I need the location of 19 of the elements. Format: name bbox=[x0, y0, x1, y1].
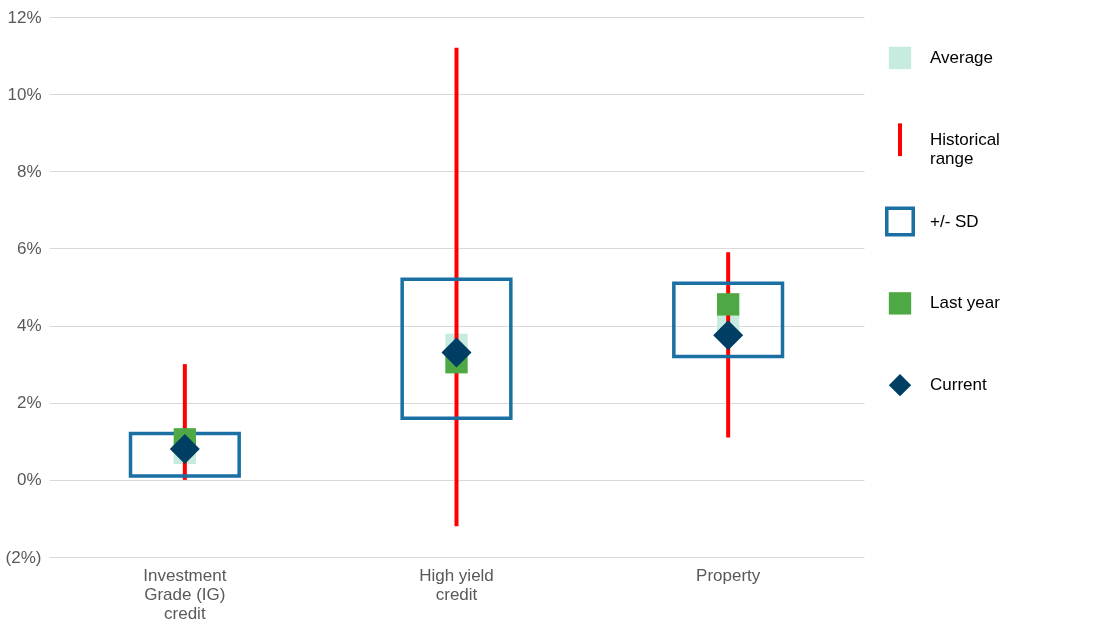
y-tick-label: (2%) bbox=[5, 547, 42, 567]
y-tick-label: 10% bbox=[7, 84, 42, 104]
y-tick-label: 2% bbox=[16, 393, 42, 413]
legend-label: Last year bbox=[930, 293, 1001, 313]
legend-label: Historical range bbox=[930, 129, 1000, 168]
bar bbox=[454, 47, 459, 527]
y-tick-label: 12% bbox=[7, 7, 42, 27]
legend-label: +/- SD bbox=[930, 211, 979, 231]
y-tick-label: 0% bbox=[16, 470, 42, 490]
y-tick-label: 6% bbox=[16, 238, 42, 258]
point bbox=[441, 337, 472, 368]
point bbox=[716, 293, 740, 316]
y-tick-label: 4% bbox=[16, 316, 42, 336]
x-tick-label: Investment Grade (IG) credit bbox=[143, 565, 227, 623]
y-tick-label: 8% bbox=[16, 161, 42, 181]
x-tick-label: High yield credit bbox=[419, 565, 494, 604]
x-tick-label: Property bbox=[696, 565, 761, 585]
legend-label: Current bbox=[930, 375, 987, 395]
legend-label: Average bbox=[930, 47, 994, 67]
